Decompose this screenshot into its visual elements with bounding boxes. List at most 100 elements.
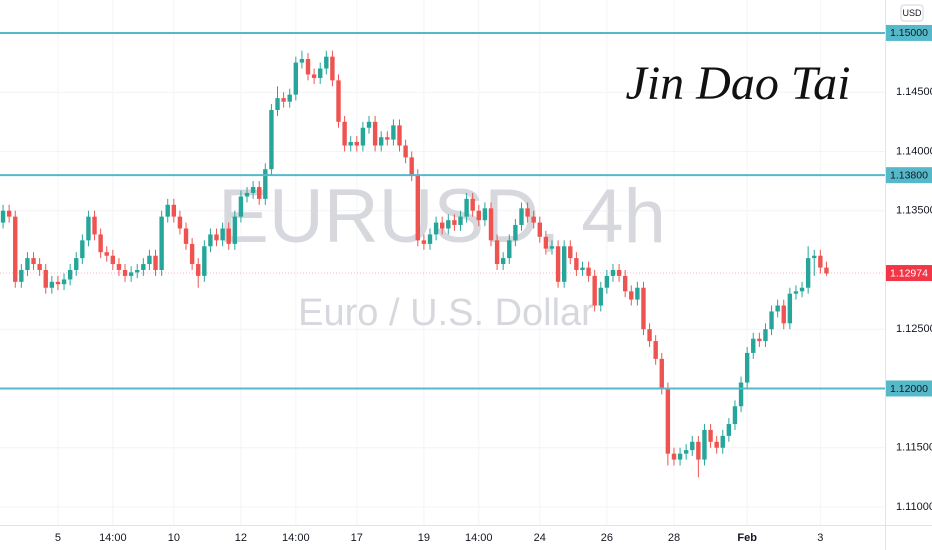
candle-body xyxy=(67,269,73,280)
candle-body xyxy=(763,329,768,342)
candle-body xyxy=(403,145,408,158)
candle-body xyxy=(13,216,18,282)
candle-body xyxy=(189,243,195,265)
candle-body xyxy=(55,281,61,285)
candle-body xyxy=(513,224,518,241)
candle-body xyxy=(464,198,469,217)
candle-body xyxy=(604,275,610,288)
last-price-label: 1.12974 xyxy=(890,267,928,279)
level-label-box xyxy=(886,380,932,397)
candle-body xyxy=(122,269,128,276)
candle-body xyxy=(6,210,12,217)
y-tick-label: 1.14000 xyxy=(896,145,932,157)
candle-body xyxy=(372,121,378,146)
candle-body xyxy=(787,293,793,324)
candle-body xyxy=(555,246,561,282)
candle-body xyxy=(61,279,67,285)
currency-button[interactable] xyxy=(900,4,924,22)
candle-body xyxy=(629,291,634,300)
candle-body xyxy=(226,228,231,244)
candle-body xyxy=(476,210,481,221)
candle-body xyxy=(104,252,109,256)
candle-body xyxy=(177,216,183,229)
x-tick-label: 14:00 xyxy=(465,532,493,544)
candle-body xyxy=(196,264,201,276)
candle-body xyxy=(714,441,719,448)
candle-body xyxy=(537,222,542,237)
candle-body xyxy=(220,228,225,241)
candle-body xyxy=(171,204,177,217)
last-price-box xyxy=(886,265,932,282)
axes: 1.15000 1.14500 1.14000 1.13500 1.12500 1.120… xyxy=(55,24,932,544)
candle-body xyxy=(385,137,390,140)
level-label-box xyxy=(886,167,932,184)
x-tick-label: 17 xyxy=(351,532,363,544)
candle-body xyxy=(415,175,420,241)
candle-body xyxy=(43,269,48,288)
x-tick-label: 26 xyxy=(601,532,613,544)
candle-body xyxy=(751,338,756,353)
candle-body xyxy=(165,204,170,217)
candle-body xyxy=(257,187,262,199)
candle-body xyxy=(379,137,384,146)
level-label: 1.12000 xyxy=(890,383,928,395)
currency-label[interactable]: USD xyxy=(902,8,922,18)
candle-body xyxy=(665,388,671,454)
candle-body xyxy=(732,406,738,425)
candle-body xyxy=(641,287,646,330)
candle-body xyxy=(281,98,286,102)
candle-body xyxy=(409,157,414,176)
candle-body xyxy=(452,220,457,225)
candle-body xyxy=(805,258,811,288)
candle-body xyxy=(659,358,664,389)
signature: Jin Dao Tai xyxy=(626,57,851,110)
candle-body xyxy=(507,240,512,259)
plot xyxy=(0,31,885,478)
candle-body xyxy=(110,255,116,265)
candle-body xyxy=(592,275,597,306)
candle-body xyxy=(311,74,317,78)
candle-body xyxy=(98,234,103,253)
candle-body xyxy=(568,246,573,259)
watermark-description: Euro / U.S. Dollar xyxy=(298,292,594,334)
candle-body xyxy=(720,435,725,448)
candle-body xyxy=(421,240,427,244)
candle-body xyxy=(153,255,158,270)
candle-body xyxy=(726,424,732,436)
candle-body xyxy=(812,255,817,259)
candle-body xyxy=(128,272,134,276)
candle-body xyxy=(683,450,689,454)
watermark-symbol: EURUSD, 4h xyxy=(218,174,666,259)
candle-body xyxy=(299,59,305,63)
candle-body xyxy=(141,264,146,270)
x-tick-label: 3 xyxy=(817,532,823,544)
candle-body xyxy=(757,338,762,342)
candle-body xyxy=(799,287,805,292)
candle-body xyxy=(275,98,280,110)
y-tick-label: 1.13500 xyxy=(896,205,932,217)
candle-body xyxy=(824,267,829,274)
candle-body xyxy=(531,216,536,223)
candle-body xyxy=(488,208,494,241)
candle-body xyxy=(818,255,823,268)
x-tick-label: Feb xyxy=(737,532,757,544)
candle-body xyxy=(305,59,311,75)
candle-body xyxy=(580,267,585,270)
candle-body xyxy=(653,341,658,359)
candle-body xyxy=(519,208,524,225)
x-tick-label: 24 xyxy=(534,532,546,544)
candle-body xyxy=(159,216,164,270)
candle-body xyxy=(116,264,122,270)
x-tick-label: 28 xyxy=(668,532,680,544)
candle-body xyxy=(330,56,335,81)
candle-body xyxy=(19,269,24,282)
candle-body xyxy=(610,269,616,276)
candle-body xyxy=(232,216,238,244)
candle-body xyxy=(342,121,347,146)
candle-body xyxy=(671,453,677,460)
candle-body xyxy=(586,267,591,276)
candle-body xyxy=(360,127,366,146)
x-tick-label: 19 xyxy=(418,532,430,544)
candle-body xyxy=(135,269,140,273)
